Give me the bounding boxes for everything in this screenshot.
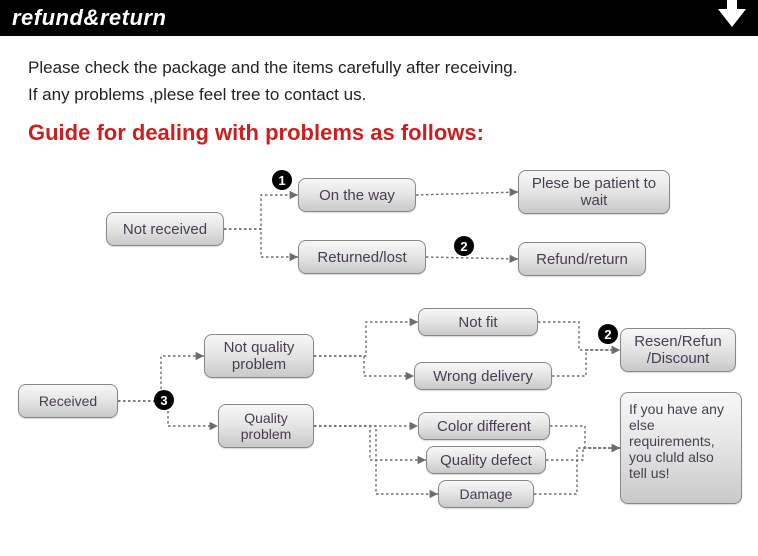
edge-damage-anything_else <box>534 448 620 494</box>
node-wrong-delivery: Wrong delivery <box>414 362 552 390</box>
node-refund-return: Refund/return <box>518 242 646 276</box>
edge-not_quality-wrong_delivery <box>314 356 414 376</box>
badge-b1: 1 <box>272 170 292 190</box>
header-title: refund&return <box>12 5 166 31</box>
badge-b3: 3 <box>154 390 174 410</box>
intro-line-2: If any problems ,plese feel tree to cont… <box>28 81 730 108</box>
node-on-the-way: On the way <box>298 178 416 212</box>
edge-not_received-on_the_way <box>224 195 298 229</box>
edge-on_the_way-patient_wait <box>416 192 518 195</box>
node-color-diff: Color different <box>418 412 550 440</box>
node-damage: Damage <box>438 480 534 508</box>
badge-b4: 2 <box>598 324 618 344</box>
node-patient-wait: Plese be patient to wait <box>518 170 670 214</box>
intro-text: Please check the package and the items c… <box>0 36 758 116</box>
edge-quality-quality_defect <box>314 426 426 460</box>
guide-title: Guide for dealing with problems as follo… <box>0 116 758 156</box>
node-resend-refund: Resen/Refun /Discount <box>620 328 736 372</box>
edge-quality_defect-anything_else <box>546 448 620 460</box>
node-not-received: Not received <box>106 212 224 246</box>
edge-not_received-returned_lost <box>224 229 298 257</box>
edge-color_diff-anything_else <box>550 426 620 448</box>
badge-b2: 2 <box>454 236 474 256</box>
flowchart-canvas: Not received On the way Returned/lost Plese… <box>0 156 758 556</box>
edge-wrong_delivery-resend_refund <box>552 350 620 376</box>
node-not-fit: Not fit <box>418 308 538 336</box>
node-not-quality: Not quality problem <box>204 334 314 378</box>
down-arrow-icon <box>718 9 746 27</box>
intro-line-1: Please check the package and the items c… <box>28 54 730 81</box>
edge-returned_lost-refund_return <box>426 257 518 259</box>
node-received: Received <box>18 384 118 418</box>
node-quality-defect: Quality defect <box>426 446 546 474</box>
edge-not_quality-not_fit <box>314 322 418 356</box>
node-anything-else: If you have any else requirements, you c… <box>620 392 742 504</box>
header-bar: refund&return <box>0 0 758 36</box>
node-returned-lost: Returned/lost <box>298 240 426 274</box>
node-quality: Quality problem <box>218 404 314 448</box>
